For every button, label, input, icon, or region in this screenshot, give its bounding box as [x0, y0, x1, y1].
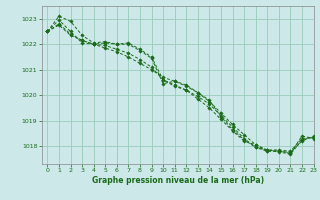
X-axis label: Graphe pression niveau de la mer (hPa): Graphe pression niveau de la mer (hPa) [92, 176, 264, 185]
